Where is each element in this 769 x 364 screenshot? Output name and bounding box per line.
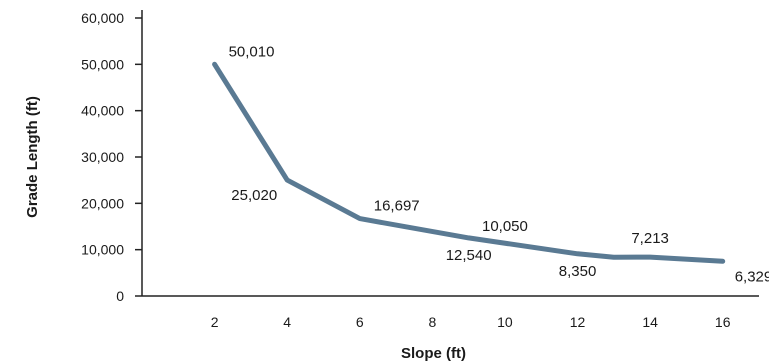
y-tick-label: 50,000 xyxy=(81,56,124,72)
data-label: 6,329 xyxy=(735,268,769,285)
y-tick-label: 40,000 xyxy=(81,103,124,119)
data-label: 7,213 xyxy=(631,230,669,247)
data-label: 8,350 xyxy=(559,263,597,280)
x-tick-label: 16 xyxy=(715,314,731,330)
data-label: 50,010 xyxy=(229,43,275,60)
x-tick-label: 10 xyxy=(497,314,513,330)
y-tick-label: 10,000 xyxy=(81,242,124,258)
x-tick-label: 8 xyxy=(428,314,436,330)
data-labels: 50,010 25,020 16,697 12,540 10,050 8,350 7,213… xyxy=(229,43,769,285)
axes xyxy=(141,10,759,297)
y-axis-ticks: 0 10,000 20,000 30,000 40,000 50,000 60,000 xyxy=(81,10,142,304)
x-tick-label: 14 xyxy=(642,314,658,330)
y-tick-label: 20,000 xyxy=(81,195,124,211)
data-label: 10,050 xyxy=(482,218,528,235)
series-line xyxy=(212,61,726,264)
x-tick-label: 4 xyxy=(283,314,291,330)
x-axis-title: Slope (ft) xyxy=(401,345,466,362)
x-tick-label: 12 xyxy=(570,314,586,330)
y-tick-label: 30,000 xyxy=(81,149,124,165)
y-tick-label: 60,000 xyxy=(81,10,124,26)
x-tick-label: 6 xyxy=(356,314,364,330)
data-label: 25,020 xyxy=(231,187,277,204)
data-label: 12,540 xyxy=(446,247,492,264)
y-axis-title: Grade Length (ft) xyxy=(24,96,41,218)
y-tick-label: 0 xyxy=(116,288,124,304)
x-axis-ticks: 2 4 6 8 10 12 14 16 xyxy=(211,314,731,330)
data-label: 16,697 xyxy=(374,198,420,215)
x-tick-label: 2 xyxy=(211,314,219,330)
